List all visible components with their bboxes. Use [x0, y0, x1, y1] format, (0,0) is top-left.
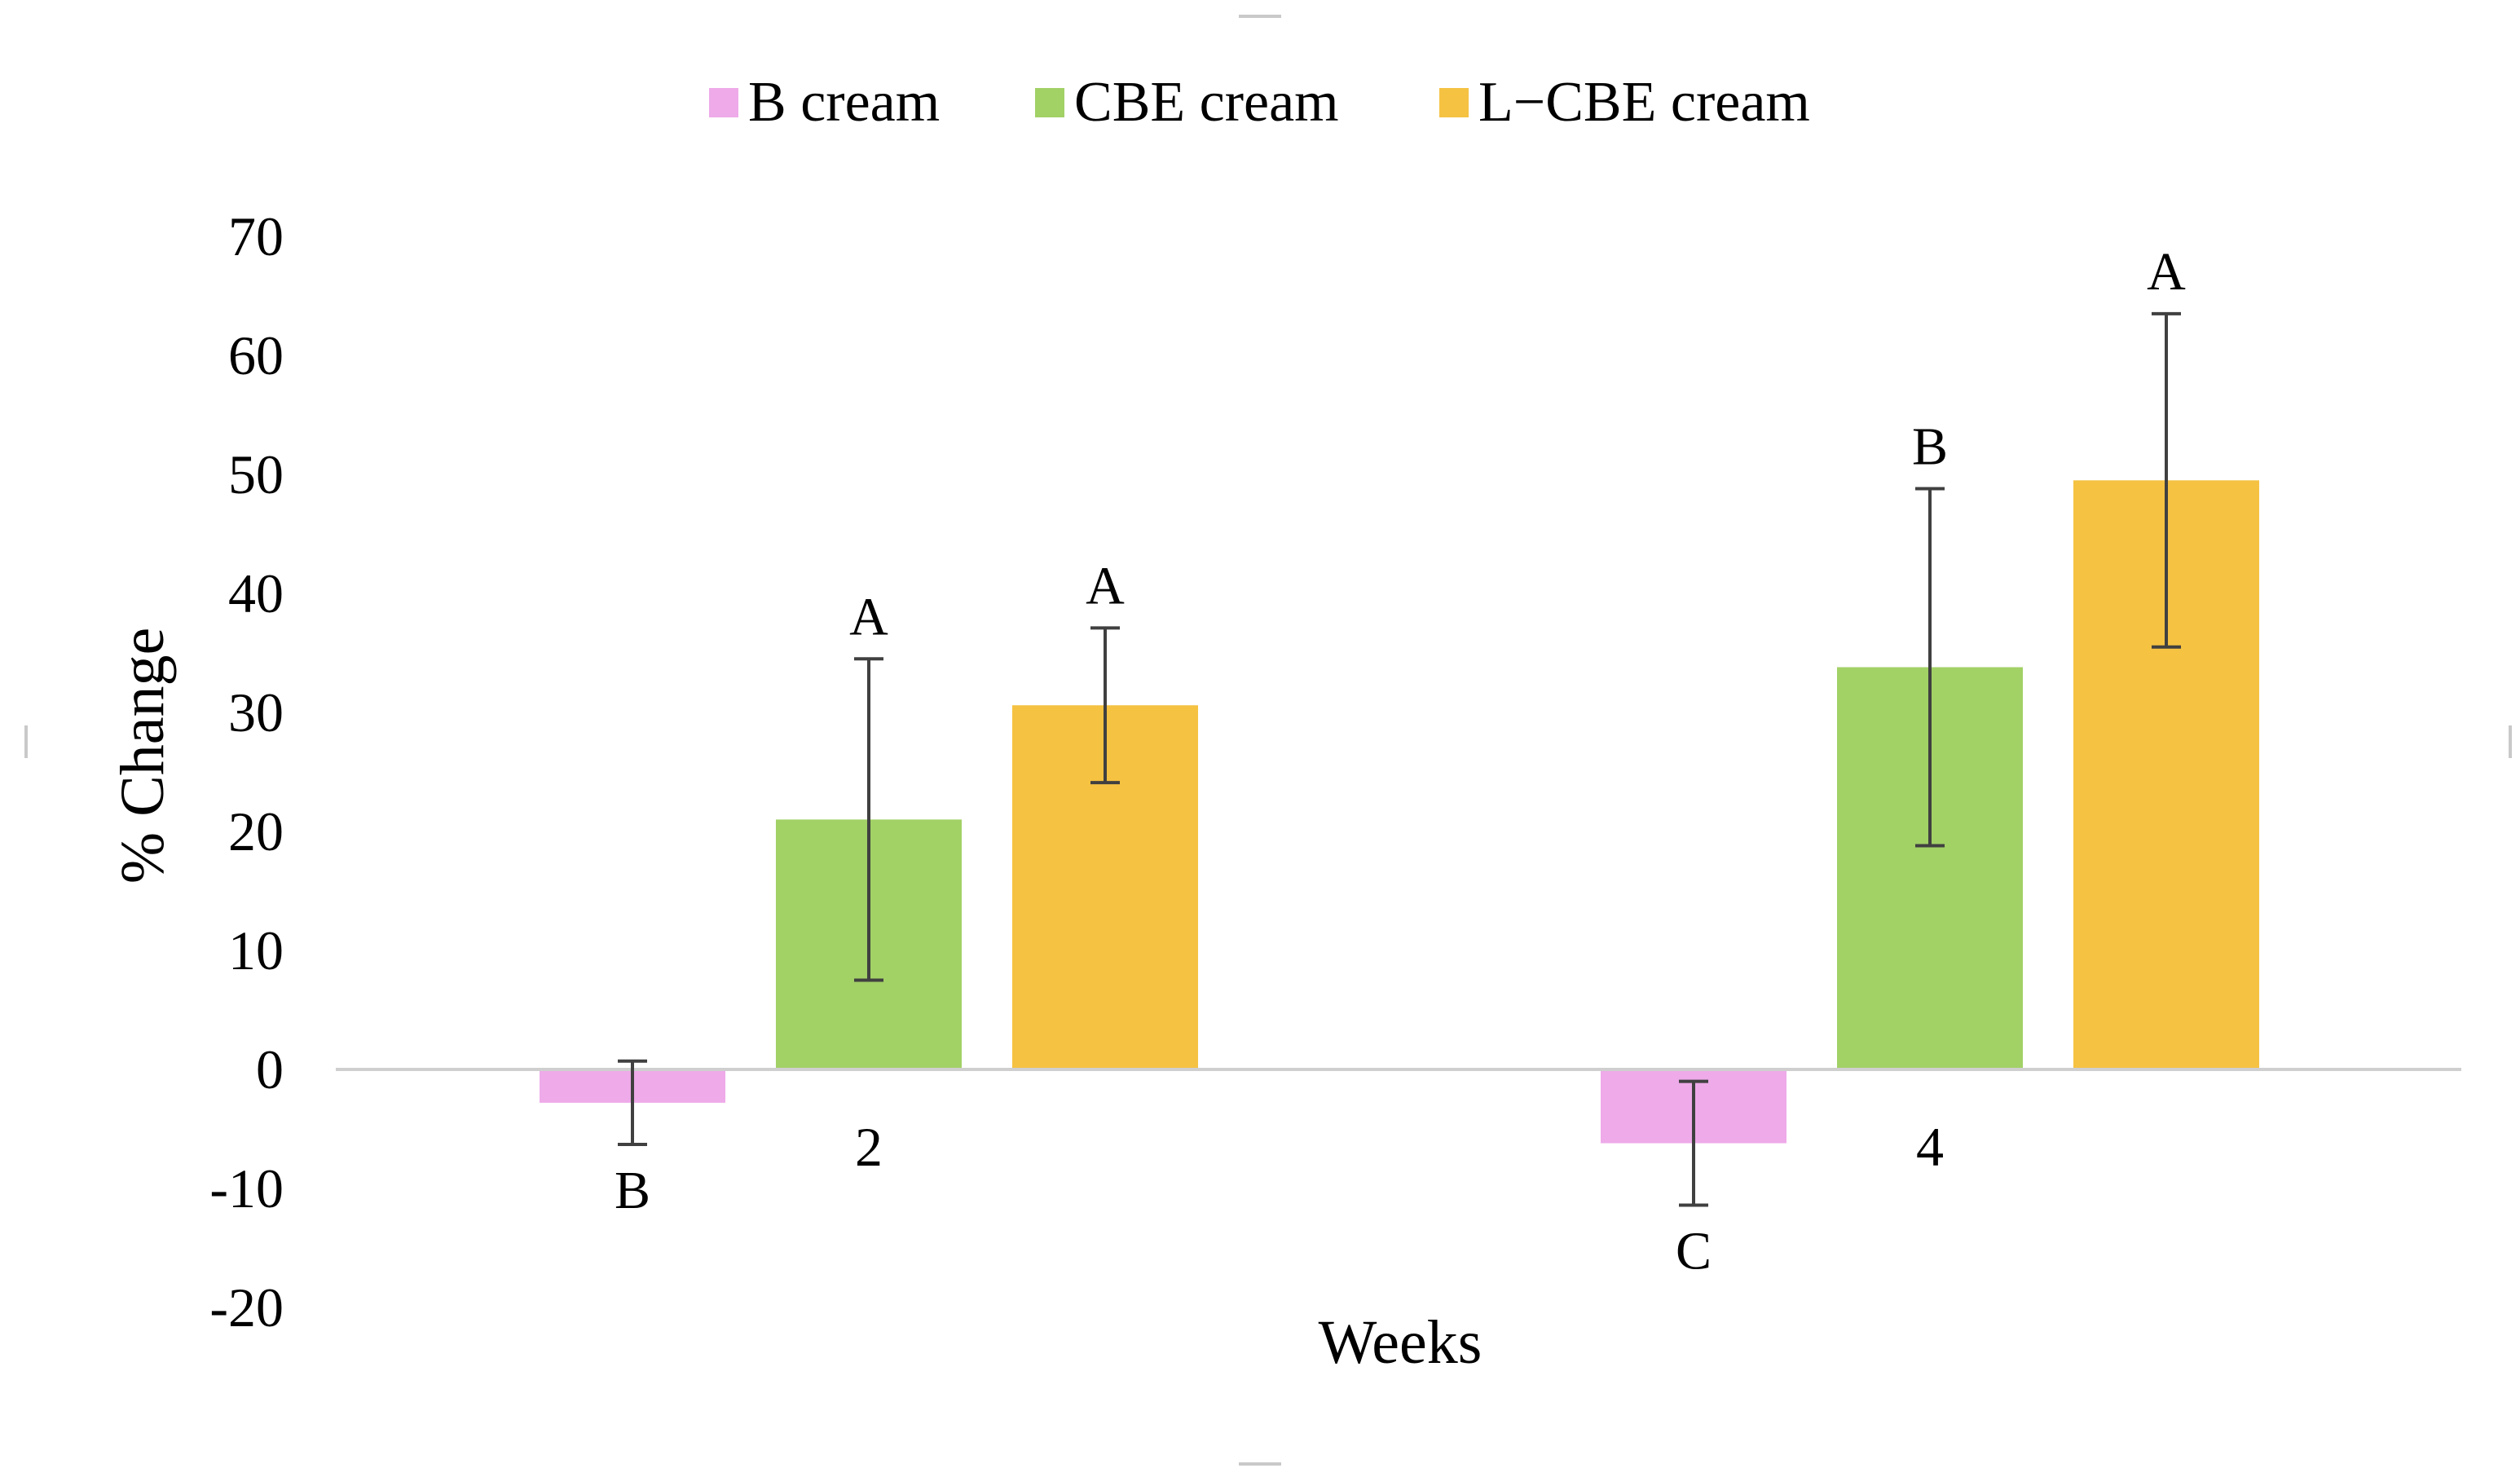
significance-label: C [1676, 1221, 1712, 1281]
error-bar [854, 657, 883, 982]
significance-label: B [615, 1161, 650, 1220]
significance-label: B [1912, 417, 1948, 477]
y-tick-label: 50 [228, 443, 284, 505]
legend: B cream CBE cream L−CBE cream [709, 71, 1810, 134]
legend-swatch [1035, 88, 1064, 117]
y-tick-label: 70 [228, 205, 284, 267]
y-tick-label: 60 [228, 324, 284, 386]
y-tick-label: -20 [209, 1276, 284, 1338]
y-tick-label: 20 [228, 800, 284, 862]
y-axis-ticks: 70 60 50 40 30 20 10 0 -10 -20 [209, 205, 284, 1338]
legend-item: CBE cream [1035, 71, 1339, 134]
y-tick-label: 40 [228, 562, 284, 624]
error-bar [618, 1059, 647, 1146]
y-axis-title: % Change [108, 628, 177, 884]
error-bars [618, 311, 2181, 1207]
significance-label: A [849, 587, 888, 646]
significance-labels: B C A B A A [615, 242, 2186, 1281]
x-axis-title: Weeks [1319, 1308, 1482, 1377]
legend-label: CBE cream [1074, 71, 1339, 134]
x-tick-label: 4 [1916, 1116, 1944, 1178]
legend-swatch [1439, 88, 1469, 117]
y-tick-label: 30 [228, 681, 284, 743]
y-tick-label: 10 [228, 919, 284, 981]
legend-item: B cream [709, 71, 940, 134]
legend-item: L−CBE cream [1439, 71, 1810, 134]
error-bar [1090, 626, 1120, 785]
y-tick-label: -10 [209, 1157, 284, 1219]
x-tick-label: 2 [855, 1116, 883, 1178]
significance-label: A [1086, 556, 1125, 615]
bars [540, 480, 2259, 1144]
legend-label: B cream [748, 71, 940, 134]
legend-swatch [709, 88, 738, 117]
error-bar [1679, 1079, 1708, 1207]
error-bar [2152, 311, 2181, 649]
error-bar [1915, 487, 1945, 848]
significance-label: A [2147, 242, 2186, 302]
y-tick-label: 0 [256, 1038, 284, 1100]
legend-label: L−CBE cream [1478, 71, 1810, 134]
